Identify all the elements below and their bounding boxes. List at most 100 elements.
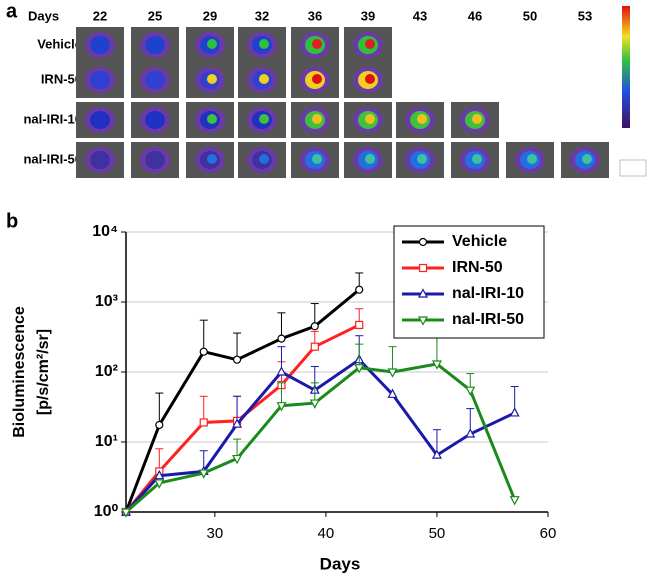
day-label: 39	[361, 8, 375, 23]
signal-core	[365, 114, 375, 124]
mouse-image	[131, 142, 179, 178]
day-label: 22	[93, 8, 107, 23]
mouse-image	[186, 27, 234, 63]
days-label: Days	[28, 8, 59, 23]
signal-core	[365, 39, 375, 49]
mouse-image	[506, 142, 554, 178]
marker	[431, 449, 442, 459]
marker	[309, 399, 320, 409]
group-label: nal-IRI-10	[23, 111, 82, 126]
signal-core	[365, 74, 375, 84]
marker	[232, 418, 243, 428]
signal-core	[207, 154, 217, 164]
marker	[355, 285, 364, 294]
x-tick-label: 40	[318, 525, 335, 542]
signal-core	[97, 74, 107, 84]
mouse-image	[238, 27, 286, 63]
signal-core	[582, 154, 592, 164]
day-label: 36	[308, 8, 322, 23]
signal-core	[152, 39, 162, 49]
mouse-image	[76, 142, 124, 178]
signal-core	[259, 39, 269, 49]
signal-core	[417, 114, 427, 124]
y-axis-label: [p/s/cm²/sr]	[35, 329, 52, 415]
legend-marker	[418, 288, 428, 298]
mouse-image	[76, 102, 124, 138]
colorbar	[619, 6, 647, 177]
marker	[387, 368, 398, 378]
y-tick-label: 10¹	[95, 433, 118, 450]
error-bar	[277, 382, 286, 406]
mouse-image	[291, 142, 339, 178]
signal-core	[97, 39, 107, 49]
marker	[199, 347, 208, 356]
panel-label: a	[6, 0, 18, 22]
y-tick-label: 10²	[95, 363, 118, 380]
mouse-image	[396, 102, 444, 138]
signal-core	[152, 114, 162, 124]
legend-marker	[418, 316, 428, 326]
legend-label: nal-IRI-50	[452, 311, 524, 328]
marker	[154, 479, 165, 489]
signal-core	[152, 154, 162, 164]
day-label: 32	[255, 8, 269, 23]
mouse-image	[561, 142, 609, 178]
marker	[276, 402, 287, 412]
marker	[431, 360, 442, 370]
mouse-image	[76, 62, 124, 98]
mouse-image	[344, 62, 392, 98]
mouse-image	[238, 102, 286, 138]
signal-core	[472, 154, 482, 164]
mouse-image	[344, 27, 392, 63]
signal-core	[97, 114, 107, 124]
mouse-image	[344, 102, 392, 138]
legend-label: IRN-50	[452, 259, 503, 276]
signal-core	[312, 74, 322, 84]
signal-core	[97, 154, 107, 164]
marker	[121, 508, 131, 518]
marker	[465, 386, 476, 396]
marker	[465, 428, 476, 438]
signal-core	[207, 114, 217, 124]
marker	[232, 454, 243, 465]
day-label: 46	[468, 8, 482, 23]
marker	[155, 420, 164, 430]
mouse-image	[291, 102, 339, 138]
signal-core	[527, 154, 537, 164]
mouse-image	[396, 142, 444, 178]
mouse-image	[131, 27, 179, 63]
signal-core	[472, 114, 482, 124]
day-label: 29	[203, 8, 217, 23]
mouse-image	[186, 62, 234, 98]
mouse-image	[451, 102, 499, 138]
marker	[154, 469, 165, 480]
error-bar	[388, 346, 397, 372]
signal-core	[152, 74, 162, 84]
legend-marker	[418, 237, 428, 247]
mouse-image	[76, 27, 124, 63]
y-axis-label: Bioluminescence	[11, 306, 28, 438]
mouse-image	[291, 27, 339, 63]
marker	[199, 418, 208, 427]
marker	[387, 388, 398, 398]
x-tick-label: 30	[206, 525, 223, 542]
mouse-image	[186, 102, 234, 138]
day-label: 53	[578, 8, 592, 23]
signal-core	[259, 74, 269, 84]
error-bar	[277, 312, 286, 339]
signal-core	[259, 154, 269, 164]
group-label: nal-IRI-50	[23, 151, 82, 166]
day-label: 25	[148, 8, 162, 23]
mouse-image	[291, 62, 339, 98]
signal-core	[312, 114, 322, 124]
mouse-image	[344, 142, 392, 178]
mouse-image	[238, 62, 286, 98]
error-bar	[155, 392, 164, 425]
x-axis-label: Days	[320, 554, 361, 573]
legend-label: nal-IRI-10	[452, 285, 524, 302]
mouse-image	[131, 102, 179, 138]
marker	[509, 407, 520, 417]
marker	[310, 342, 319, 351]
mouse-image	[238, 142, 286, 178]
